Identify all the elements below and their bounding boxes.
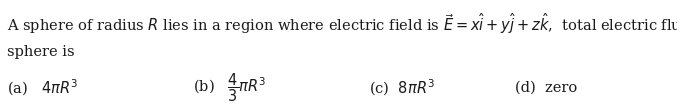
Text: (d)  zero: (d) zero [515, 80, 577, 94]
Text: (c)  $8\pi R^3$: (c) $8\pi R^3$ [369, 77, 435, 98]
Text: (a)   $4\pi R^3$: (a) $4\pi R^3$ [7, 77, 78, 98]
Text: sphere is: sphere is [7, 45, 74, 59]
Text: (b)   $\dfrac{4}{3}\pi R^3$: (b) $\dfrac{4}{3}\pi R^3$ [193, 71, 267, 104]
Text: A sphere of radius $R$ lies in a region where electric field is $\vec{E} = x\hat: A sphere of radius $R$ lies in a region … [7, 11, 677, 36]
